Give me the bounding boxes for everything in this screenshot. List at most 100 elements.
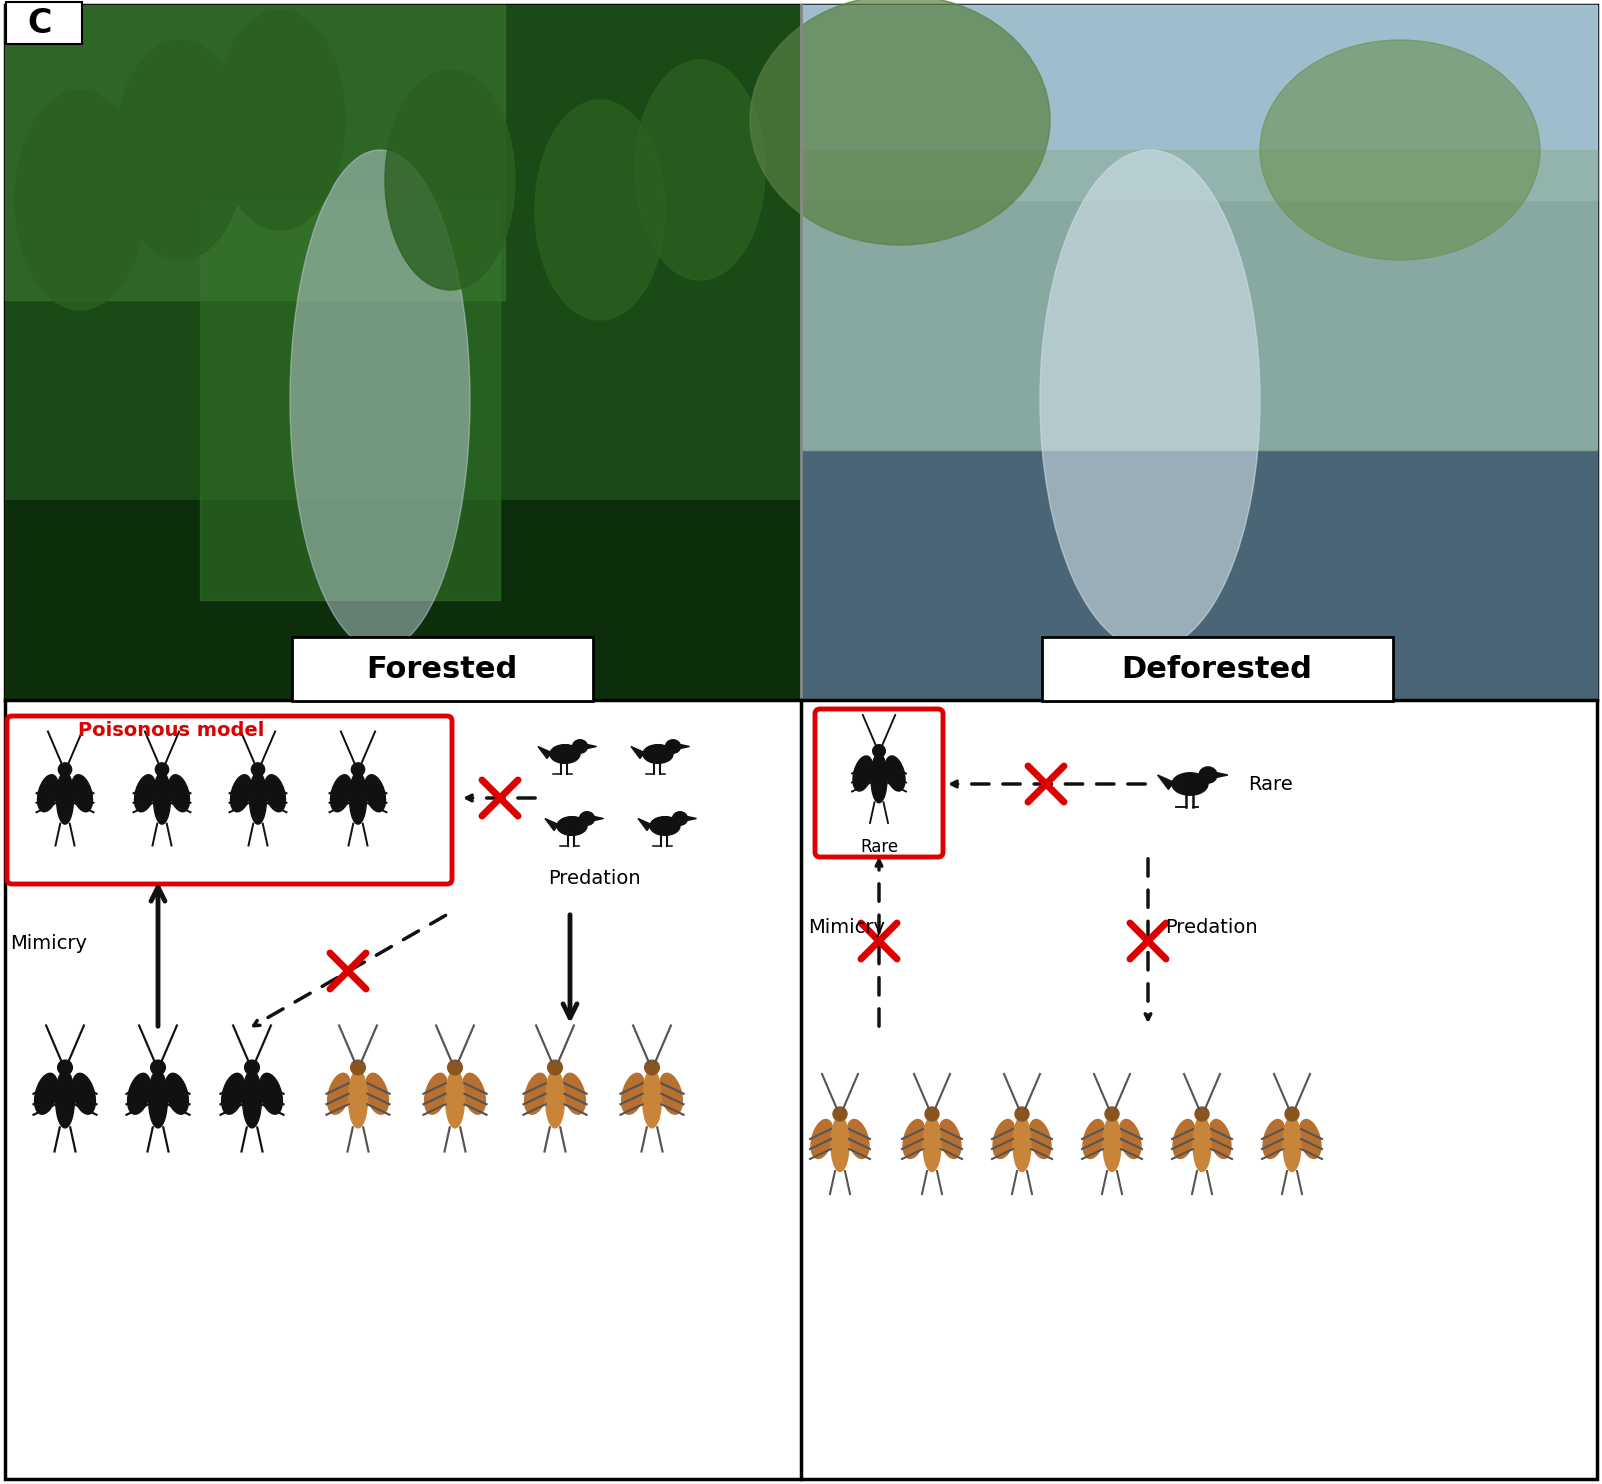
Bar [5,4,505,300]
Ellipse shape [557,816,586,835]
FancyBboxPatch shape [1041,637,1394,700]
Ellipse shape [1105,1107,1120,1120]
Polygon shape [538,746,551,758]
Ellipse shape [642,1070,662,1128]
FancyBboxPatch shape [815,709,944,856]
Ellipse shape [351,763,365,776]
Ellipse shape [873,745,886,757]
Ellipse shape [327,1073,351,1114]
Ellipse shape [14,91,146,310]
Ellipse shape [115,40,245,260]
Bar [801,4,1597,700]
Ellipse shape [1104,1116,1121,1171]
Ellipse shape [572,739,588,754]
Ellipse shape [622,1073,644,1114]
Text: Forested: Forested [367,654,517,684]
Ellipse shape [811,1119,833,1159]
Ellipse shape [847,1119,868,1159]
Ellipse shape [165,1073,189,1114]
Ellipse shape [72,1073,96,1114]
FancyBboxPatch shape [6,1,82,45]
Bar [801,4,1597,200]
Ellipse shape [252,763,264,776]
Ellipse shape [425,1073,447,1114]
Text: Mimicry: Mimicry [807,919,884,936]
Ellipse shape [151,1060,165,1074]
Ellipse shape [644,1060,660,1074]
Ellipse shape [923,1116,940,1171]
Ellipse shape [264,775,285,812]
Ellipse shape [72,775,93,812]
Ellipse shape [562,1073,585,1114]
FancyBboxPatch shape [5,4,1597,1480]
Bar [801,450,1597,700]
Text: Poisonous model: Poisonous model [78,721,264,741]
Ellipse shape [447,1060,463,1074]
Ellipse shape [58,763,72,776]
Polygon shape [545,819,559,831]
Bar [801,150,1597,450]
Ellipse shape [215,10,344,230]
Ellipse shape [665,739,681,754]
Ellipse shape [833,1107,847,1120]
Bar [5,500,801,700]
Ellipse shape [1285,1107,1299,1120]
Ellipse shape [1028,1119,1051,1159]
Ellipse shape [1261,40,1540,260]
Ellipse shape [35,1073,58,1114]
Ellipse shape [56,1070,74,1128]
Polygon shape [586,745,596,749]
Bar [5,4,801,700]
Ellipse shape [351,1060,365,1074]
Ellipse shape [852,755,873,791]
Ellipse shape [445,1070,465,1128]
Ellipse shape [149,1070,168,1128]
Ellipse shape [349,772,367,824]
Ellipse shape [548,1060,562,1074]
Ellipse shape [993,1119,1016,1159]
Ellipse shape [535,99,665,321]
Polygon shape [1158,775,1174,789]
Polygon shape [679,745,689,749]
Ellipse shape [260,1073,282,1114]
Text: C: C [27,6,51,40]
Ellipse shape [290,150,469,650]
Bar [200,200,500,600]
Ellipse shape [1040,150,1261,650]
Ellipse shape [886,755,905,791]
Ellipse shape [831,1116,849,1171]
FancyBboxPatch shape [292,637,593,700]
Ellipse shape [330,775,351,812]
Ellipse shape [939,1119,961,1159]
Ellipse shape [242,1070,261,1128]
Text: Mimicry: Mimicry [10,933,87,953]
Ellipse shape [580,812,594,825]
Ellipse shape [650,816,679,835]
Ellipse shape [365,1073,388,1114]
Polygon shape [686,816,697,821]
Ellipse shape [904,1119,924,1159]
Ellipse shape [1198,767,1218,784]
Ellipse shape [245,1060,260,1074]
Ellipse shape [1299,1119,1322,1159]
Text: Deforested: Deforested [1121,654,1312,684]
Ellipse shape [58,1060,72,1074]
FancyBboxPatch shape [6,715,452,884]
Polygon shape [1216,772,1227,778]
Ellipse shape [1012,1116,1032,1171]
Polygon shape [593,816,604,821]
Ellipse shape [634,59,766,280]
Text: Predation: Predation [548,870,641,887]
Ellipse shape [1195,1107,1210,1120]
Ellipse shape [1173,1119,1195,1159]
Ellipse shape [871,754,888,803]
Ellipse shape [154,772,170,824]
Ellipse shape [546,1070,564,1128]
Ellipse shape [168,775,189,812]
Ellipse shape [1262,1119,1285,1159]
Ellipse shape [37,775,58,812]
Ellipse shape [365,775,386,812]
Ellipse shape [673,812,687,825]
Text: Rare: Rare [1248,775,1293,794]
Ellipse shape [56,772,74,824]
